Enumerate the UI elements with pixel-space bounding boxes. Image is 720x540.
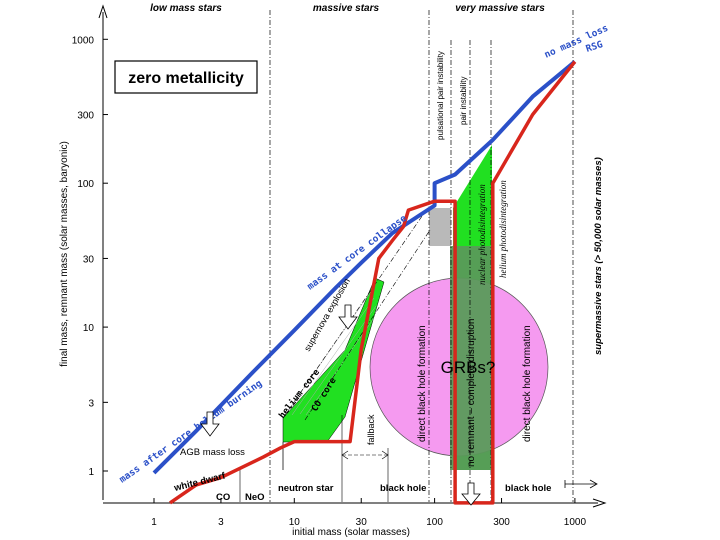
arrows — [200, 304, 481, 506]
annotation-supermassive: supermassive stars (> 50,000 solar masse… — [593, 157, 604, 355]
y-tick-label: 1000 — [72, 35, 95, 46]
x-tick-label: 1000 — [564, 517, 587, 528]
grey-pulsational-box — [429, 208, 451, 246]
arrow-sn-icon — [338, 304, 358, 330]
crosshatch-region — [284, 289, 377, 416]
x-tick-label: 1 — [151, 517, 157, 528]
y-axis-title: final mass, remnant mass (solar masses, … — [59, 141, 70, 367]
annotation-nuclear-photo: nuclear photodisintegration — [477, 184, 487, 285]
label-neutron-star: neutron star — [278, 483, 334, 494]
annotation-grbs: GRBs? — [441, 358, 496, 377]
x-tick-label: 3 — [218, 517, 224, 528]
axes — [98, 4, 607, 508]
y-tick-label: 1 — [88, 467, 94, 478]
label-agb: AGB mass loss — [180, 447, 245, 458]
y-tick-label: 300 — [77, 111, 94, 122]
label-black-hole-2: black hole — [505, 483, 551, 494]
boundary-lines — [269, 10, 574, 502]
y-axis-arrowhead — [98, 4, 108, 19]
x-tick-label: 300 — [493, 517, 510, 528]
x-axis-arrowhead — [592, 498, 607, 508]
annotation-dbh-right: direct black hole formation — [522, 325, 533, 442]
arrow-no-remnant-icon — [461, 482, 481, 506]
black-hole-arrow — [564, 479, 598, 489]
ticks: 1 3 10 30 100 300 1000 1 3 10 30 100 300 1000 — [72, 35, 587, 528]
x-tick-label: 100 — [426, 517, 443, 528]
y-tick-label: 100 — [77, 179, 94, 190]
y-tick-label: 30 — [83, 254, 95, 265]
annotation-pair-instability: pair instability — [459, 77, 468, 125]
x-tick-label: 30 — [356, 517, 368, 528]
y-tick-label: 3 — [88, 398, 94, 409]
annotation-rsg: RSG — [585, 39, 605, 55]
x-tick-label: 10 — [289, 517, 301, 528]
x-axis-title: initial mass (solar masses) — [292, 527, 410, 538]
label-neo: NeO — [245, 492, 265, 503]
annotation-mass-after-he: mass after core helium burning — [117, 378, 264, 486]
annotation-mass-at-collapse: mass at core collapse — [305, 213, 409, 293]
series-line-final-mass — [152, 60, 577, 475]
region-label-low: low mass stars — [150, 3, 222, 14]
annotation-dbh-left: direct black hole formation — [417, 325, 428, 442]
series-line-remnant-mass — [169, 60, 577, 505]
chart-title: zero metallicity — [128, 70, 244, 87]
y-tick-label: 10 — [83, 323, 95, 334]
annotation-pulsational: pulsational pair instability — [436, 51, 445, 140]
label-black-hole-1: black hole — [380, 483, 426, 494]
annotation-helium-photo: helium photodisintegration — [498, 180, 508, 278]
region-label-very-massive: very massive stars — [455, 3, 545, 14]
region-shading — [282, 145, 549, 470]
no-remnant-band — [450, 246, 492, 470]
annotation-fallback: fallback — [366, 414, 376, 445]
series-layer — [152, 60, 577, 505]
arrow-agb-icon — [200, 411, 220, 437]
title-box — [114, 60, 258, 94]
label-white-dwarf: white dwarf — [172, 470, 227, 494]
annotation-no-remnant: no remnant – complete disruption — [466, 319, 477, 467]
label-co: CO — [216, 492, 230, 503]
mass-class-lines — [239, 415, 389, 502]
region-label-massive: massive stars — [313, 3, 380, 14]
